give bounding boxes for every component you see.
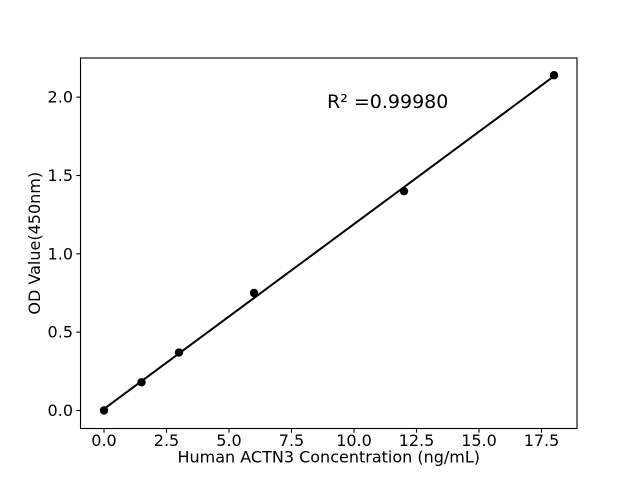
x-tick-label: 0.0 xyxy=(91,431,116,450)
x-tick-label: 7.5 xyxy=(279,431,304,450)
x-tick-label: 5.0 xyxy=(216,431,241,450)
x-tick-label: 17.5 xyxy=(524,431,560,450)
data-point xyxy=(137,378,146,387)
fit-line xyxy=(103,75,555,410)
data-point xyxy=(399,186,409,196)
data-point xyxy=(549,71,559,80)
data-points xyxy=(99,71,559,415)
data-point xyxy=(249,288,259,298)
y-tick-label: 2.0 xyxy=(48,88,73,107)
r-squared-annotation: R² =0.99980 xyxy=(327,91,448,113)
x-axis-label: Human ACTN3 Concentration (ng/mL) xyxy=(177,448,480,467)
y-tick-label: 0.0 xyxy=(48,401,73,420)
plot-border xyxy=(79,57,578,430)
x-tick-label: 15.0 xyxy=(461,431,497,450)
data-point xyxy=(99,406,109,415)
x-tick-label: 10.0 xyxy=(336,431,372,450)
x-tick-label: 2.5 xyxy=(154,431,179,450)
y-tick-label: 0.5 xyxy=(48,323,73,342)
x-tick-label: 12.5 xyxy=(399,431,435,450)
y-tick-label: 1.5 xyxy=(48,166,73,185)
data-point xyxy=(174,348,184,357)
y-axis-label: OD Value(450nm) xyxy=(25,172,44,315)
y-axis-ticks: 0.0 0.5 1.0 1.5 2.0 xyxy=(48,88,81,420)
x-axis-ticks: 0.0 2.5 5.0 7.5 10.0 12.5 15.0 17.5 xyxy=(91,428,560,450)
y-tick-label: 1.0 xyxy=(48,244,73,263)
